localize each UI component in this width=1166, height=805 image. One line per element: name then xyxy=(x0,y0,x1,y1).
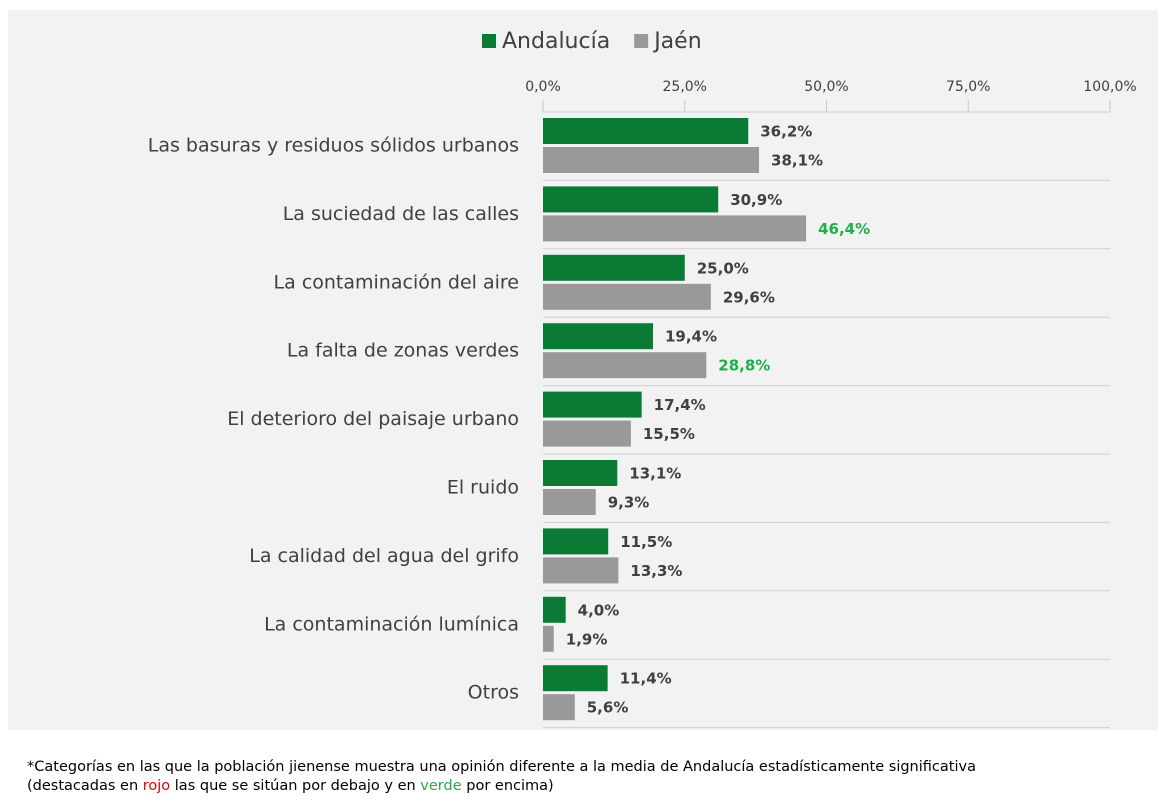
legend-swatch xyxy=(634,34,649,48)
bar xyxy=(543,460,618,486)
bar xyxy=(543,596,566,623)
x-tick-label: 100,0% xyxy=(1083,79,1136,95)
footnote-text: verde xyxy=(420,778,462,794)
bar xyxy=(543,420,631,447)
bar xyxy=(543,391,642,418)
value-label: 38,1% xyxy=(771,152,823,170)
category-label: El ruido xyxy=(447,477,519,499)
category-label: Otros xyxy=(468,682,519,704)
value-label: 25,0% xyxy=(697,259,749,277)
category-label: La falta de zonas verdes xyxy=(287,340,519,362)
legend-label: Jaén xyxy=(652,29,701,54)
category-label: La suciedad de las calles xyxy=(283,203,519,225)
value-label: 19,4% xyxy=(665,328,717,346)
value-label: 29,6% xyxy=(723,288,775,306)
footnote-line: *Categorías en las que la población jien… xyxy=(27,759,976,775)
bar xyxy=(543,489,596,515)
bar xyxy=(543,147,760,173)
value-label: 4,0% xyxy=(578,601,620,619)
bar xyxy=(543,625,554,652)
value-label: 36,2% xyxy=(760,123,812,141)
value-label: 15,5% xyxy=(643,425,695,443)
x-tick-label: 75,0% xyxy=(946,79,990,95)
category-label: La contaminación del aire xyxy=(274,271,519,293)
value-label: 9,3% xyxy=(608,494,650,512)
x-tick-label: 50,0% xyxy=(804,79,848,95)
footnote-text: rojo xyxy=(142,778,171,794)
footnote-text: las que se sitúan por debajo y en xyxy=(170,778,421,794)
value-label: 5,6% xyxy=(587,699,629,717)
category-label: Las basuras y residuos sólidos urbanos xyxy=(148,135,519,157)
bar xyxy=(543,118,749,144)
legend-swatch xyxy=(482,34,496,48)
bar xyxy=(543,283,711,310)
category-label: El deterioro del paisaje urbano xyxy=(227,408,519,430)
footnote-line: (destacadas en rojo las que se sitúan po… xyxy=(27,777,976,796)
footnote-text: por encima) xyxy=(461,778,554,794)
value-label: 17,4% xyxy=(654,396,706,414)
value-label: 28,8% xyxy=(718,357,770,375)
value-label: 11,5% xyxy=(620,533,672,551)
bar xyxy=(543,186,719,213)
bar xyxy=(543,352,707,379)
x-tick-label: 25,0% xyxy=(663,79,707,95)
value-label: 46,4% xyxy=(818,220,870,238)
chart: Andalucía Jaén 0,0% 25,0% 50,0% 75,0% 100,0% La… xyxy=(8,10,1158,730)
bar xyxy=(543,557,619,584)
category-label: La calidad del agua del grifo xyxy=(249,545,519,567)
category-label: La contaminación lumínica xyxy=(264,613,519,635)
footnote: *Categorías en las que la población jien… xyxy=(27,758,976,796)
x-tick-label: 0,0% xyxy=(525,79,561,95)
bar xyxy=(543,323,653,350)
value-label: 30,9% xyxy=(730,191,782,209)
bar xyxy=(543,528,609,555)
bar xyxy=(543,215,807,242)
bar xyxy=(543,665,608,692)
value-label: 13,3% xyxy=(630,562,682,580)
footnote-text: (destacadas en xyxy=(27,778,143,794)
bar xyxy=(543,254,685,281)
value-label: 11,4% xyxy=(620,670,672,688)
value-label: 1,9% xyxy=(566,630,608,648)
bar xyxy=(543,694,575,721)
legend-label: Andalucía xyxy=(502,29,610,54)
value-label: 13,1% xyxy=(629,465,681,483)
